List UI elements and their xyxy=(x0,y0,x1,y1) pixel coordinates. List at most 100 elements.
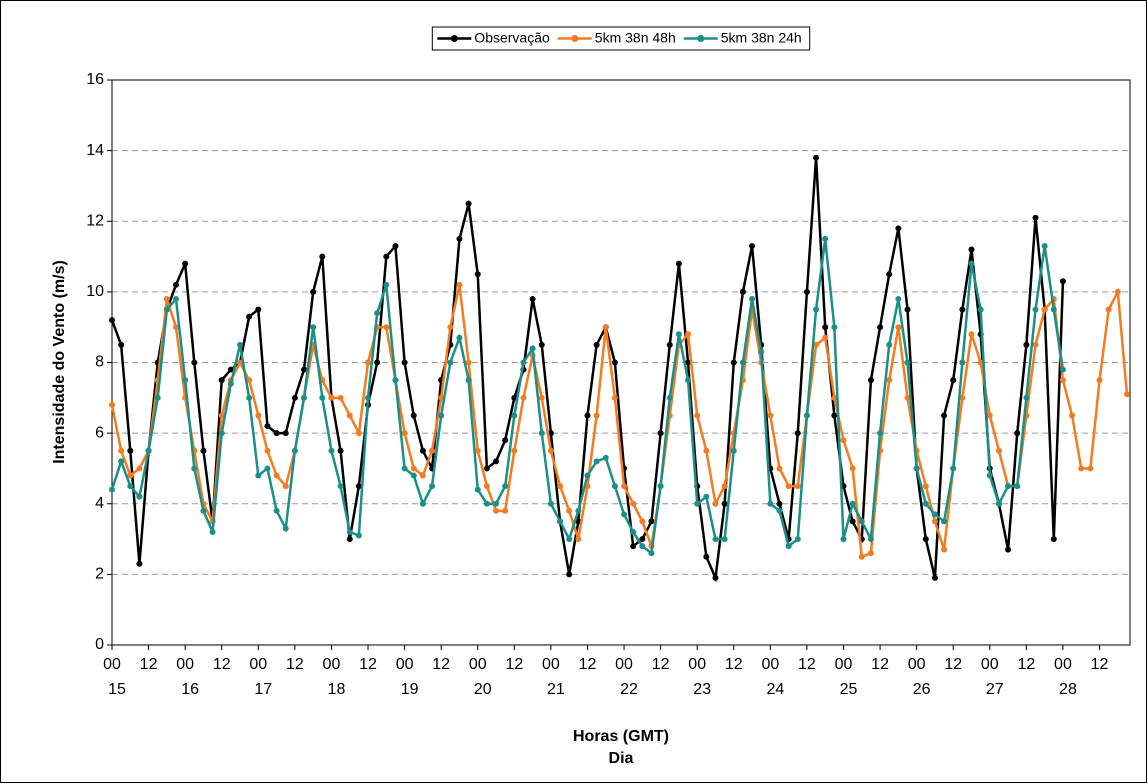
data-point xyxy=(685,377,692,384)
data-point xyxy=(538,430,545,437)
data-point xyxy=(483,465,490,472)
data-point xyxy=(1114,288,1121,295)
data-point xyxy=(767,412,774,419)
data-point xyxy=(822,334,829,341)
data-point xyxy=(794,483,801,490)
data-point xyxy=(950,465,957,472)
y-tick-label: 16 xyxy=(86,71,104,88)
data-point xyxy=(776,465,783,472)
data-point xyxy=(200,507,207,514)
x-tick-label: 00 xyxy=(249,656,267,673)
data-point xyxy=(1014,483,1021,490)
data-point xyxy=(630,500,637,507)
data-point xyxy=(145,447,152,454)
x-tick-label: 12 xyxy=(359,656,377,673)
data-point xyxy=(1059,278,1066,285)
data-point xyxy=(547,500,554,507)
data-point xyxy=(383,324,390,331)
data-point xyxy=(785,483,792,490)
data-point xyxy=(621,511,628,518)
data-point xyxy=(474,447,481,454)
data-point xyxy=(922,500,929,507)
data-point xyxy=(520,359,527,366)
data-point xyxy=(255,306,262,313)
data-point xyxy=(282,430,289,437)
data-point xyxy=(118,341,125,348)
data-point xyxy=(328,447,335,454)
data-point xyxy=(639,536,646,543)
data-point xyxy=(474,271,481,278)
data-point xyxy=(922,536,929,543)
data-point xyxy=(273,430,280,437)
data-point xyxy=(831,412,838,419)
data-point xyxy=(547,430,554,437)
data-point xyxy=(319,253,326,260)
data-point xyxy=(383,253,390,260)
plot-frame xyxy=(111,79,1131,646)
x-tick-label: 12 xyxy=(432,656,450,673)
data-point xyxy=(867,550,874,557)
day-label: 15 xyxy=(108,681,126,698)
data-point xyxy=(209,529,216,535)
x-tick-label: 00 xyxy=(908,656,926,673)
day-label: 19 xyxy=(401,681,419,698)
data-point xyxy=(730,447,737,454)
data-point xyxy=(657,483,664,490)
data-point xyxy=(840,536,847,543)
data-point xyxy=(410,412,417,419)
data-point xyxy=(867,536,874,543)
data-point xyxy=(410,465,417,472)
x-tick-label: 12 xyxy=(652,656,670,673)
data-point xyxy=(264,465,271,472)
data-point xyxy=(182,377,189,384)
data-point xyxy=(1005,546,1012,553)
data-point xyxy=(694,412,701,419)
data-point xyxy=(931,574,938,581)
day-label: 21 xyxy=(547,681,565,698)
data-point xyxy=(886,271,893,278)
data-point xyxy=(904,394,911,401)
y-tick-label: 0 xyxy=(95,636,104,653)
day-label: 24 xyxy=(766,681,784,698)
data-point xyxy=(547,447,554,454)
data-point xyxy=(959,306,966,313)
data-point xyxy=(630,543,637,550)
data-point xyxy=(575,518,582,525)
data-point xyxy=(255,472,262,479)
data-point xyxy=(813,341,820,348)
data-point xyxy=(831,324,838,331)
data-point xyxy=(858,553,865,560)
day-label: 28 xyxy=(1059,681,1077,698)
data-point xyxy=(685,359,692,366)
data-point xyxy=(237,341,244,348)
y-axis-label: Intensidade do Vento (m/s) xyxy=(51,260,68,464)
data-point xyxy=(749,295,756,302)
x-tick-label: 12 xyxy=(286,656,304,673)
data-point xyxy=(520,394,527,401)
x-tick-label: 00 xyxy=(176,656,194,673)
data-point xyxy=(611,394,618,401)
data-point xyxy=(1069,412,1076,419)
data-point xyxy=(611,359,618,366)
x-tick-label: 00 xyxy=(1054,656,1072,673)
data-point xyxy=(328,394,335,401)
data-point xyxy=(794,536,801,543)
data-point xyxy=(355,483,362,490)
data-point xyxy=(483,483,490,490)
data-point xyxy=(1059,366,1066,373)
data-point xyxy=(593,412,600,419)
data-point xyxy=(666,394,673,401)
data-point xyxy=(1041,306,1048,313)
data-point xyxy=(977,306,984,313)
data-point xyxy=(337,394,344,401)
data-point xyxy=(1078,465,1085,472)
data-point xyxy=(886,341,893,348)
data-point xyxy=(365,359,372,366)
data-point xyxy=(602,454,609,461)
x-tick-label: 12 xyxy=(140,656,158,673)
data-point xyxy=(118,447,125,454)
data-point xyxy=(639,518,646,525)
data-point xyxy=(1123,391,1130,398)
data-point xyxy=(675,331,682,338)
day-label: 27 xyxy=(986,681,1004,698)
